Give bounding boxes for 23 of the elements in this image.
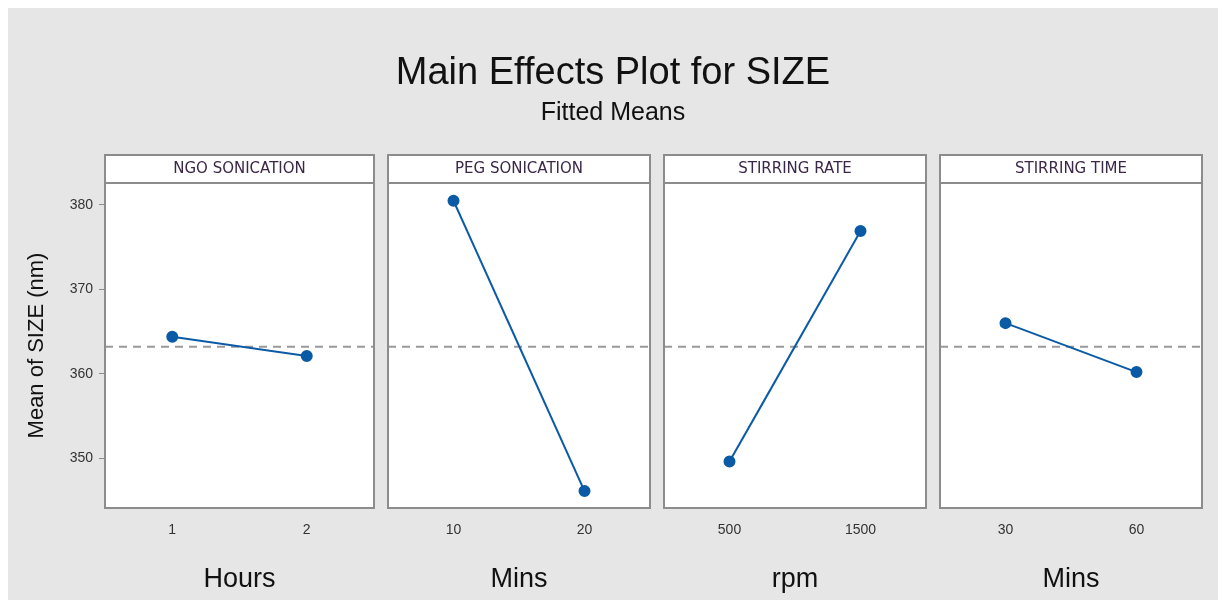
x-tick-label: 20 [576,521,593,538]
x-tick-label: 60 [1128,521,1145,538]
y-tick-label: 370 [69,280,94,297]
chart-title: PEG SONICATION [454,158,584,177]
y-axis-title: Mean of SIZE (nm) [23,252,49,439]
x-tick-label: 1 [168,521,177,538]
text: Fitted Means [539,96,687,127]
chart-title: STIRRING RATE [738,158,852,177]
x-tick-label: 1500 [844,521,877,538]
y-tick-label: 350 [69,449,94,466]
chart-title: NGO SONICATION [173,158,306,177]
x-axis-title: Hours [203,563,276,594]
y-tick-label: 380 [69,195,94,212]
x-tick-label: 2 [302,521,311,538]
x-tick-label: 500 [717,521,742,538]
x-axis-title: Mins [1042,563,1100,594]
x-axis-title: rpm [771,563,819,594]
chart-title: STIRRING TIME [1015,158,1127,177]
y-tick-label: 360 [69,364,94,381]
text: Main Effects Plot for SIZE [394,49,832,94]
x-axis-title: Mins [490,563,548,594]
x-tick-label: 10 [445,521,462,538]
x-tick-label: 30 [997,521,1014,538]
